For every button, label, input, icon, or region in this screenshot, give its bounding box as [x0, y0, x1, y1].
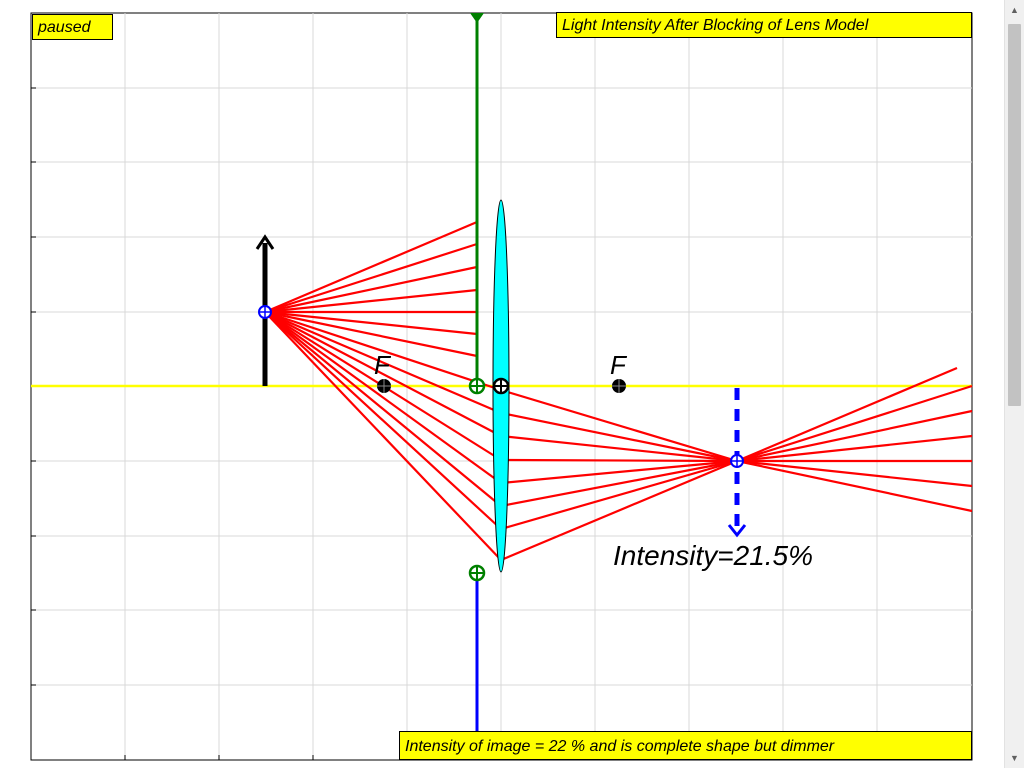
- light-rays: [264, 220, 973, 562]
- top-blocker-end-handle-icon[interactable]: [468, 377, 486, 395]
- focal-point-right: [612, 379, 626, 393]
- blocked-ray: [264, 310, 478, 358]
- object-source-handle-icon[interactable]: [258, 305, 272, 319]
- incident-ray: [264, 310, 502, 392]
- diverging-ray: [736, 459, 973, 488]
- refracted-ray: [500, 458, 738, 463]
- blocked-ray: [264, 288, 478, 314]
- status-label: paused: [32, 14, 113, 40]
- lens-center-handle-icon[interactable]: [492, 377, 510, 395]
- blocked-ray: [264, 265, 478, 314]
- diverging-ray: [736, 384, 973, 463]
- blocked-ray: [264, 310, 478, 336]
- incident-ray: [264, 311, 502, 530]
- blocked-ray: [264, 242, 478, 314]
- bottom-blocker-end-handle-icon[interactable]: [468, 564, 486, 582]
- refracted-ray: [500, 459, 738, 485]
- diverging-ray: [736, 366, 958, 463]
- refracted-ray: [500, 459, 738, 562]
- focal-label-right: F: [610, 350, 626, 380]
- blocked-ray: [264, 220, 478, 314]
- refracted-ray: [500, 388, 738, 463]
- image-point-handle-icon: [730, 454, 744, 468]
- refracted-ray: [500, 459, 738, 508]
- diverging-ray: [736, 434, 973, 463]
- intensity-readout: Intensity=21.5%: [613, 540, 814, 571]
- incident-ray: [264, 311, 502, 561]
- intensity-caption: Intensity of image = 22 % and is complet…: [399, 731, 972, 760]
- page-title: Light Intensity After Blocking of Lens M…: [556, 12, 972, 38]
- incident-ray: [264, 311, 502, 484]
- refracted-ray: [500, 434, 738, 463]
- refracted-ray: [500, 459, 738, 531]
- diverging-ray: [736, 459, 973, 513]
- incident-ray: [264, 311, 502, 507]
- scroll-up-icon[interactable]: ▲: [1010, 5, 1019, 15]
- focal-label-left: F: [374, 350, 390, 380]
- focal-point-left: [377, 379, 391, 393]
- scroll-down-icon[interactable]: ▼: [1010, 753, 1019, 763]
- refracted-ray: [500, 411, 738, 463]
- vertical-scrollbar[interactable]: ▲ ▼: [1004, 0, 1024, 768]
- diverging-ray: [736, 409, 973, 463]
- incident-ray: [264, 310, 502, 415]
- incident-ray: [264, 311, 502, 437]
- scroll-thumb[interactable]: [1008, 24, 1021, 406]
- top-blocker-handle-icon[interactable]: [470, 13, 484, 23]
